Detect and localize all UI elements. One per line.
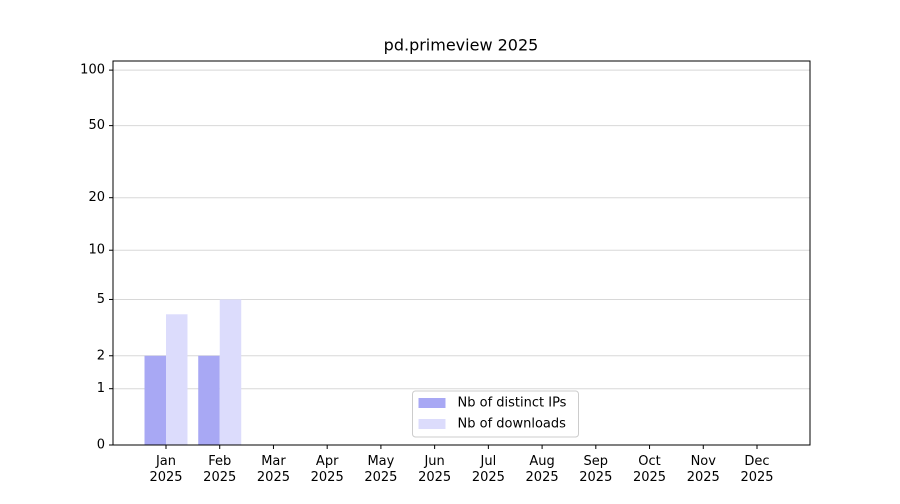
- legend-swatch: [418, 398, 446, 408]
- x-tick-label: Oct 2025: [633, 454, 666, 485]
- x-tick-label: Aug 2025: [526, 454, 559, 485]
- bar: [198, 355, 220, 445]
- y-tick-label: 5: [97, 292, 105, 307]
- legend-label: Nb of downloads: [458, 417, 567, 432]
- chart-title: pd.primeview 2025: [384, 36, 539, 55]
- y-tick-label: 0: [97, 438, 105, 453]
- y-tick-label: 100: [80, 63, 105, 78]
- legend-frame: [412, 390, 579, 438]
- y-tick-label: 20: [88, 190, 105, 205]
- legend-swatch: [418, 419, 446, 429]
- y-tick-label: 1: [97, 381, 105, 396]
- legend: Nb of distinct IPs Nb of downloads: [412, 390, 579, 438]
- x-tick-label: Mar 2025: [257, 454, 290, 485]
- x-tick-label: Apr 2025: [311, 454, 344, 485]
- x-tick-label: Dec 2025: [740, 454, 773, 485]
- plot-frame: [112, 60, 811, 446]
- legend-label: Nb of distinct IPs: [458, 396, 567, 411]
- bar: [166, 314, 188, 445]
- x-tick-label: Nov 2025: [687, 454, 720, 485]
- x-tick-label: Jan 2025: [149, 454, 182, 485]
- x-tick-label: Sep 2025: [579, 454, 612, 485]
- bar: [219, 299, 242, 445]
- x-tick-label: Jun 2025: [418, 454, 451, 485]
- y-tick-label: 10: [88, 243, 105, 258]
- y-tick-label: 50: [88, 118, 105, 133]
- x-tick-label: Feb 2025: [203, 454, 236, 485]
- x-tick-label: Jul 2025: [472, 454, 505, 485]
- labels: 0 1 2 5 10 20 50 100 Jan 2025 Feb 2025 Mar 2025 Apr 202…: [80, 63, 773, 485]
- bars: [144, 299, 242, 445]
- x-tick-label: May 2025: [364, 454, 397, 485]
- y-tick-label: 2: [97, 348, 105, 363]
- bar: [144, 355, 166, 445]
